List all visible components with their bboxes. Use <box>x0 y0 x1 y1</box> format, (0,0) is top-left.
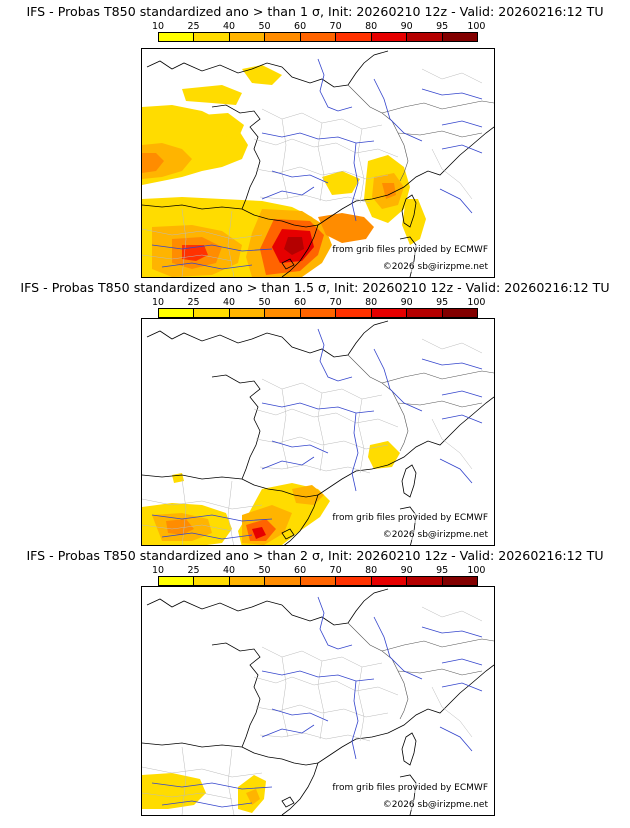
colorbar-cell <box>371 33 408 41</box>
colorbar-cell <box>159 577 195 585</box>
colorbar-label: 70 <box>329 565 342 576</box>
colorbar-cell <box>336 33 372 41</box>
colorbar-label: 60 <box>294 565 307 576</box>
colorbar-cell <box>229 577 266 585</box>
map-canvas <box>142 320 494 545</box>
colorbar-cell <box>407 309 443 317</box>
copyright-credit: ©2026 sb@irizpme.net <box>382 262 488 272</box>
colorbar-label: 10 <box>151 565 165 576</box>
copyright-credit: ©2026 sb@irizpme.net <box>382 530 488 540</box>
data-source-credit: from grib files provided by ECMWF <box>332 513 488 523</box>
colorbar-cell <box>229 309 266 317</box>
colorbar-label: 80 <box>365 21 378 32</box>
colorbar-label: 90 <box>400 21 413 32</box>
colorbar-cell <box>194 309 230 317</box>
colorbar-cell <box>265 33 301 41</box>
colorbar-label: 95 <box>436 21 449 32</box>
colorbar-label: 40 <box>222 565 236 576</box>
colorbar-label: 95 <box>436 565 449 576</box>
colorbar-label: 90 <box>400 565 413 576</box>
colorbar-cell <box>371 577 408 585</box>
colorbar-labels: 10 25 40 50 60 70 80 90 95 100 <box>152 565 486 576</box>
colorbar-label: 100 <box>467 21 486 32</box>
colorbar-label: 100 <box>467 565 486 576</box>
colorbar-cell <box>371 309 408 317</box>
colorbar-labels: 10 25 40 50 60 70 80 90 95 100 <box>152 297 486 308</box>
colorbar-label: 100 <box>467 297 486 308</box>
panel-title: IFS - Probas T850 standardized ano > tha… <box>20 280 610 295</box>
colorbar-cell <box>229 33 266 41</box>
colorbar-label: 40 <box>222 21 236 32</box>
colorbar-label: 10 <box>151 297 165 308</box>
colorbar-cell <box>300 577 337 585</box>
data-source-credit: from grib files provided by ECMWF <box>332 783 488 793</box>
map-canvas <box>142 588 494 815</box>
panel-title: IFS - Probas T850 standardized ano > tha… <box>26 4 604 19</box>
colorbar-cell <box>407 577 443 585</box>
colorbar-cell <box>442 577 477 585</box>
probability-map: from grib files provided by ECMWF ©2026 … <box>141 48 495 278</box>
data-source-credit: from grib files provided by ECMWF <box>332 245 488 255</box>
copyright-credit: ©2026 sb@irizpme.net <box>382 800 488 810</box>
colorbar-label: 50 <box>258 21 271 32</box>
probability-map: from grib files provided by ECMWF ©2026 … <box>141 318 495 546</box>
colorbar-cell <box>194 577 230 585</box>
colorbar-cell <box>407 33 443 41</box>
colorbar-cell <box>442 309 477 317</box>
colorbar-cell <box>336 577 372 585</box>
colorbar-label: 80 <box>365 297 378 308</box>
colorbar-cell <box>336 309 372 317</box>
colorbar-label: 50 <box>258 565 271 576</box>
probability-map: from grib files provided by ECMWF ©2026 … <box>141 586 495 816</box>
colorbar-cell <box>442 33 477 41</box>
colorbar <box>158 32 478 42</box>
colorbar-labels: 10 25 40 50 60 70 80 90 95 100 <box>152 21 486 32</box>
colorbar-cell <box>159 309 195 317</box>
colorbar <box>158 576 478 586</box>
colorbar-label: 70 <box>329 21 342 32</box>
colorbar-label: 95 <box>436 297 449 308</box>
colorbar-label: 50 <box>258 297 271 308</box>
colorbar-label: 90 <box>400 297 413 308</box>
colorbar-cell <box>265 577 301 585</box>
colorbar-cell <box>159 33 195 41</box>
colorbar-label: 25 <box>187 297 200 308</box>
colorbar-label: 25 <box>187 21 200 32</box>
colorbar-label: 25 <box>187 565 200 576</box>
colorbar-cell <box>265 309 301 317</box>
colorbar-label: 10 <box>151 21 165 32</box>
colorbar-label: 60 <box>294 21 307 32</box>
map-panel-2: IFS - Probas T850 standardized ano > tha… <box>0 276 630 552</box>
colorbar-label: 80 <box>365 565 378 576</box>
colorbar-cell <box>194 33 230 41</box>
map-panel-3: IFS - Probas T850 standardized ano > tha… <box>0 544 630 820</box>
map-canvas <box>142 50 494 277</box>
colorbar-cell <box>300 309 337 317</box>
colorbar-label: 70 <box>329 297 342 308</box>
panel-title: IFS - Probas T850 standardized ano > tha… <box>26 548 604 563</box>
map-panel-1: IFS - Probas T850 standardized ano > tha… <box>0 0 630 278</box>
colorbar-label: 40 <box>222 297 236 308</box>
colorbar-cell <box>300 33 337 41</box>
colorbar <box>158 308 478 318</box>
colorbar-label: 60 <box>294 297 307 308</box>
